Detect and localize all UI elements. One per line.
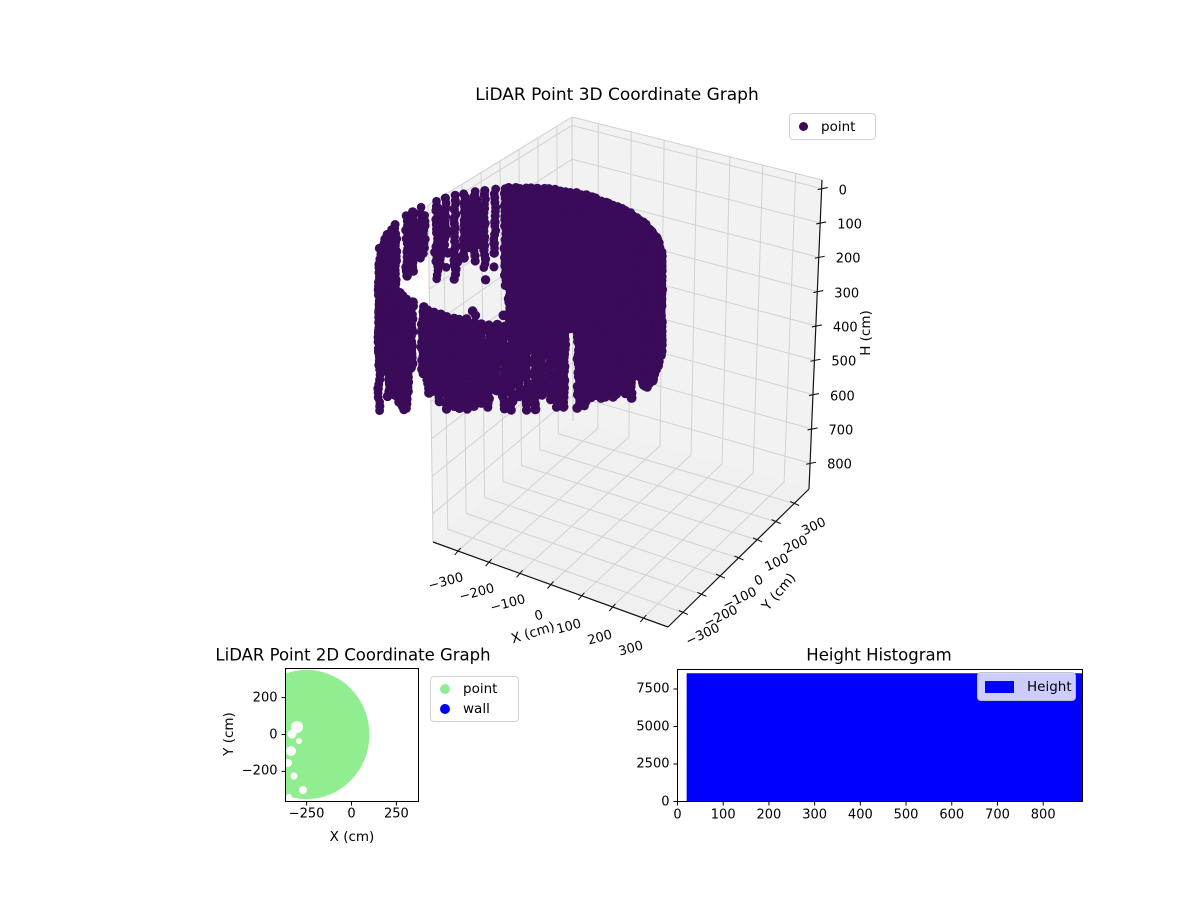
tick-label: −250 [288,806,325,821]
point-marker-icon [440,684,450,694]
legend-item-height: Height [978,677,1075,697]
tick-label: 0 [838,183,847,199]
plot2d-y-axis-label: Y (cm) [221,712,237,756]
tick-label: 200 [252,690,278,706]
tick-label: 600 [939,807,965,822]
tick-label: 600 [829,389,855,405]
legend-label: wall [463,701,490,717]
tick-label: 400 [847,807,873,822]
plot2d-legend: point wall [430,676,519,722]
tick-label: 200 [835,251,861,267]
tick-label: 700 [985,807,1010,822]
tick-label: 200 [756,807,782,822]
legend-item-point: point [431,679,518,699]
tick-label: 5000 [636,719,670,734]
tick-label: 0 [347,806,356,821]
plot2d-x-axis-label: X (cm) [329,829,375,845]
legend-label: Height [1027,678,1072,695]
tick-label: 0 [269,727,278,742]
tick-label: −200 [241,763,278,779]
tick-label: 0 [661,794,670,809]
tick-label: 0 [673,807,682,822]
tick-label: 400 [832,320,858,336]
tick-label: 500 [831,354,857,370]
plot2d-title: LiDAR Point 2D Coordinate Graph [215,645,491,665]
histogram-title: Height Histogram [806,645,952,665]
plot3d-h-axis-label: H (cm) [858,310,874,356]
tick-label: 800 [1030,807,1056,822]
tick-label: 300 [802,807,828,822]
tick-label: 300 [834,286,860,302]
tick-label: 800 [827,457,852,473]
wall-marker-icon [440,704,450,714]
tick-label: 700 [828,423,854,439]
point-marker-icon [799,122,808,131]
plot3d-legend: point [789,113,876,140]
legend-label: point [463,681,498,697]
legend-item-point: point [790,117,875,137]
plot3d-title: LiDAR Point 3D Coordinate Graph [475,85,759,105]
tick-label: 7500 [636,681,670,697]
legend-item-wall: wall [431,699,518,719]
tick-label: 500 [893,807,919,822]
tick-label: 100 [710,807,736,822]
height-bar-swatch-icon [985,680,1014,693]
tick-label: 100 [837,217,863,233]
legend-label: point [821,118,856,135]
histogram-legend: Height [977,672,1076,701]
tick-label: 2500 [636,756,670,772]
tick-label: 250 [383,806,409,821]
